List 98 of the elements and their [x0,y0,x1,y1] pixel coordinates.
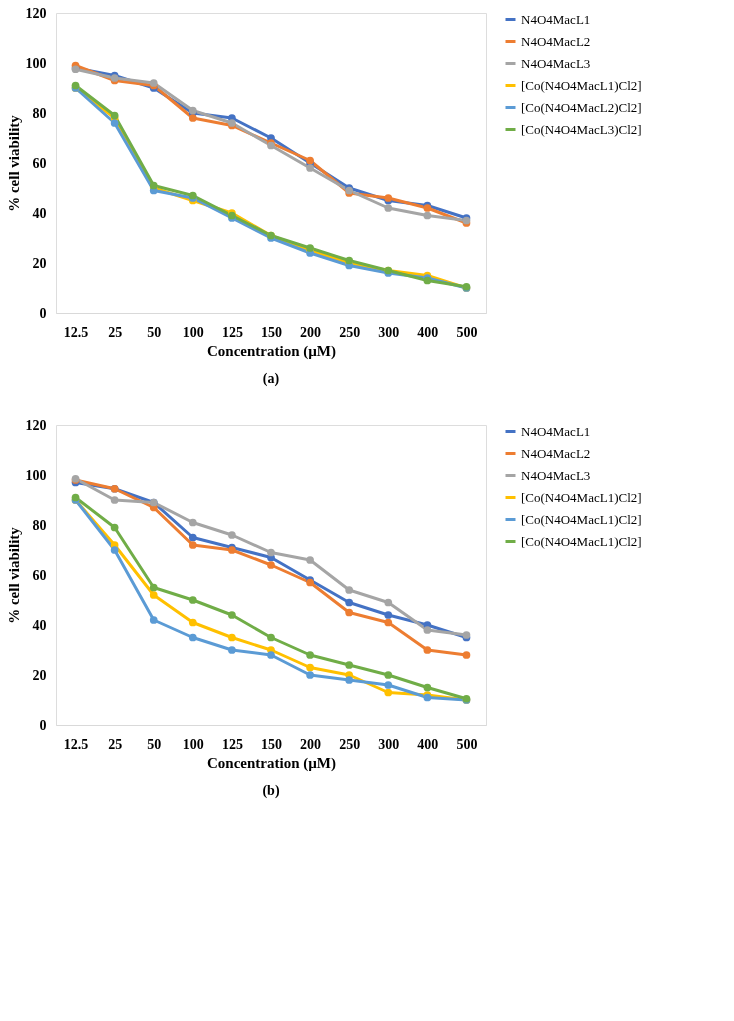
point [384,611,393,619]
x-tick-label: 300 [378,324,400,340]
point [267,633,275,642]
point [188,596,197,604]
point [462,651,471,659]
y-tick-label: 60 [32,567,47,583]
point [384,688,393,697]
y-tick-label: 20 [32,255,47,271]
x-tick-label: 400 [417,736,439,752]
point [384,204,393,212]
x-tick-label: 250 [339,736,361,752]
point [345,608,354,617]
x-tick-label: 200 [300,324,322,340]
point [110,546,119,554]
point [188,114,197,122]
y-tick-label: 40 [32,205,47,221]
point [188,633,197,642]
legend-label: N4O4MacL1 [521,11,591,27]
y-tick-label: 0 [39,305,47,321]
point [345,661,354,669]
point [110,119,119,127]
legend-label: [Co(N4O4MacL1)Cl2] [521,511,642,527]
point [384,598,393,607]
legend-label: N4O4MacL3 [521,55,591,71]
y-tick-label: 40 [32,617,47,633]
y-tick-label: 20 [32,667,47,683]
legend-label: [Co(N4O4MacL1)Cl2] [521,489,642,505]
x-tick-label: 25 [108,324,123,340]
x-axis-title: Concentration (µM) [206,754,337,772]
x-tick-label: 500 [456,736,478,752]
point [149,591,158,599]
legend-label: [Co(N4O4MacL3)Cl2] [521,121,642,137]
legend-label: N4O4MacL2 [521,33,591,49]
legend-label: [Co(N4O4MacL1)Cl2] [521,533,642,549]
y-tick-label: 80 [32,517,47,533]
x-tick-label: 25 [108,736,123,752]
point [384,618,393,627]
point [110,523,119,532]
point [267,561,275,569]
text: (a) [262,371,280,387]
y-tick-label: 100 [25,55,47,71]
x-tick-label: 200 [300,736,322,752]
point [423,211,432,220]
y-tick-label: 0 [39,717,47,733]
point [188,541,197,549]
point [384,681,393,689]
legend-label: N4O4MacL3 [521,467,591,483]
point [228,646,236,654]
x-tick-label: 400 [417,324,439,340]
point [110,496,119,504]
point [306,164,314,172]
point [228,611,236,619]
x-tick-label: 50 [147,324,162,340]
point [384,671,393,679]
point [423,646,432,654]
point [149,583,158,592]
y-tick-label: 100 [25,467,47,483]
point [306,663,314,672]
point [228,531,236,539]
x-tick-label: 125 [221,324,243,340]
x-tick-label: 100 [182,324,204,340]
x-tick-label: 300 [378,736,400,752]
legend-label: N4O4MacL2 [521,445,591,461]
x-tick-label: 12.5 [63,736,89,752]
legend-label: N4O4MacL1 [521,423,591,439]
point [423,626,432,634]
point [345,598,354,607]
x-tick-label: 250 [339,324,361,340]
text: (b) [262,783,280,799]
point [188,518,197,527]
y-tick-label: 120 [25,5,47,21]
point [345,676,354,684]
y-tick-label: 60 [32,155,47,171]
point [306,651,314,659]
legend-label: [Co(N4O4MacL1)Cl2] [521,77,642,93]
y-axis-title: % cell viability [5,526,22,624]
legend-label: [Co(N4O4MacL2)Cl2] [521,99,642,115]
x-tick-label: 150 [261,324,282,340]
point [188,533,197,542]
y-tick-label: 120 [25,417,47,433]
point [149,616,158,624]
x-tick-label: 500 [456,324,478,340]
x-tick-label: 125 [221,736,243,752]
point [423,683,432,692]
point [306,556,314,564]
point [306,671,314,679]
point [345,586,354,594]
point [267,651,275,659]
y-tick-label: 80 [32,105,47,121]
x-axis-title: Concentration (µM) [206,342,337,360]
x-tick-label: 12.5 [63,324,89,340]
y-axis-title: % cell viability [5,114,22,212]
x-tick-label: 50 [147,736,162,752]
point [267,548,275,557]
x-tick-label: 100 [182,736,204,752]
x-tick-label: 150 [261,736,282,752]
point [188,618,197,627]
point [228,633,236,642]
